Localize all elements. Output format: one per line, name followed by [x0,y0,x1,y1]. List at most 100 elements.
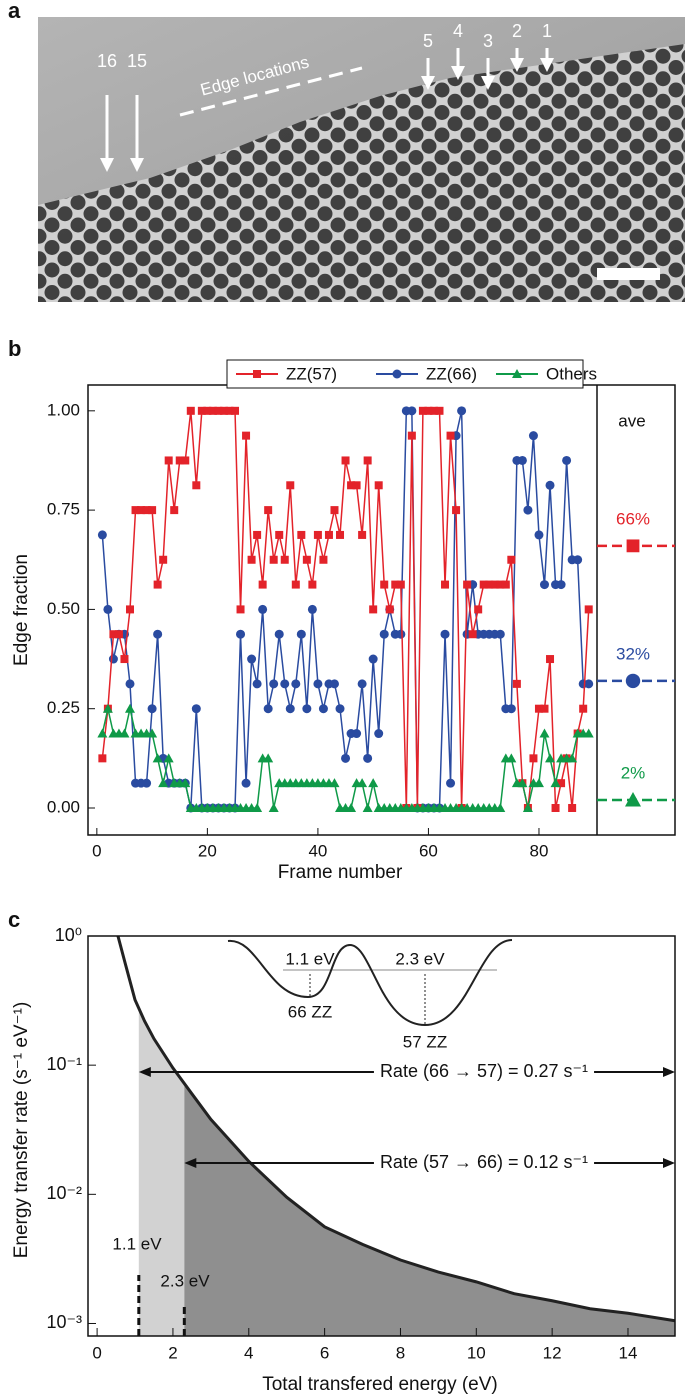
legend-marker [512,369,522,378]
marker [583,728,594,738]
legend-label: Others [546,364,597,383]
marker [219,406,228,415]
marker [418,406,427,415]
marker [446,778,456,788]
panel-label: b [8,336,21,361]
marker [318,704,328,714]
marker [108,654,118,664]
average-marker [625,673,641,689]
marker [380,580,389,589]
marker [120,655,129,664]
marker [313,679,323,689]
marker [358,530,367,539]
panel-label: a [8,0,21,23]
marker [180,778,191,788]
x-tick-label: 4 [244,1343,253,1362]
marker [192,481,201,490]
marker [363,753,373,763]
marker [263,704,273,714]
marker [424,406,433,415]
x-tick-label: 14 [619,1343,638,1362]
marker [374,481,383,490]
marker [114,630,123,639]
y-tick-label: 10⁻² [46,1183,82,1203]
x-tick-label: 40 [308,841,327,860]
marker [286,481,295,490]
marker [97,728,108,738]
threshold-label: 1.1 eV [112,1234,162,1253]
legend-label: ZZ(66) [426,364,477,383]
marker [330,506,339,515]
marker [347,481,356,490]
marker [197,406,206,415]
marker [241,778,251,788]
marker [126,605,135,614]
shaded-area [184,1083,676,1336]
marker [163,753,174,763]
marker [385,605,394,614]
marker [369,605,378,614]
marker [296,629,306,639]
y-tick-label: 0.50 [47,599,80,618]
marker [153,629,163,639]
marker [539,728,550,738]
marker [440,629,450,639]
scale-bar [597,268,660,280]
arrow-head [663,1158,675,1168]
marker [307,604,317,614]
marker [147,704,157,714]
average-label: 32% [616,644,650,663]
average-label: 2% [621,764,646,783]
marker [546,655,555,664]
marker [119,728,130,738]
marker [495,802,506,812]
inset-label: 66 ZZ [288,1002,332,1021]
y-tick-label: 0.25 [47,698,80,717]
marker [584,679,594,689]
marker [468,630,477,639]
marker [103,604,113,614]
legend-marker [253,370,261,378]
marker [236,629,246,639]
marker [291,679,301,689]
marker [391,580,400,589]
average-title: ave [618,411,645,430]
x-tick-label: 20 [198,841,217,860]
marker [336,530,345,539]
marker [109,630,118,639]
marker [236,605,245,614]
x-tick-label: 6 [320,1343,329,1362]
marker [573,555,583,565]
marker [545,480,555,490]
arrow-label: 16 [97,51,117,71]
average-marker [626,539,640,553]
marker [556,580,566,590]
marker [131,506,140,515]
marker [346,802,357,812]
arrow-head [663,1067,675,1077]
marker [485,580,494,589]
marker [495,629,505,639]
inset-curve [227,939,513,1027]
marker [159,555,168,564]
marker [329,778,340,788]
arrow-label: 15 [127,51,147,71]
inset-label: 2.3 eV [395,949,445,968]
marker [517,778,528,788]
marker [545,753,556,763]
marker [297,530,306,539]
x-tick-label: 60 [419,841,438,860]
threshold-label: 2.3 eV [160,1271,210,1290]
arrow-head [540,58,554,72]
marker [275,530,284,539]
marker [252,679,262,689]
marker [507,555,516,564]
x-tick-label: 0 [92,841,101,860]
marker [557,779,566,788]
y-axis-label: Edge fraction [11,554,32,666]
y-tick-label: 0.00 [47,797,80,816]
y-tick-label: 0.75 [47,500,80,519]
marker [186,406,195,415]
annotation: Rate (57 → 66) = 0.12 s⁻¹ [380,1152,588,1172]
